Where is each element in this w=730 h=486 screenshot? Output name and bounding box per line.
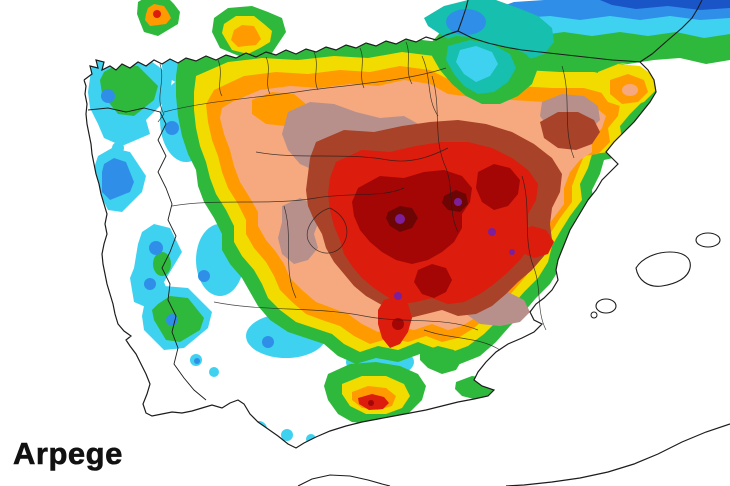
contour-darkred-b (476, 164, 520, 210)
contour-cyan-algarve-2 (209, 367, 219, 377)
province-line (521, 175, 547, 331)
contour-darkred-tongue-dot (392, 318, 404, 330)
contour-blue-teal-core (446, 9, 486, 35)
province-line (213, 301, 479, 331)
contour-darkred-malaga (368, 400, 374, 406)
pyrenees-border (457, 30, 641, 63)
province-line (163, 67, 447, 113)
province-borders (157, 41, 575, 351)
contour-blue-algarve (194, 358, 200, 364)
france-mediterranean-coast (639, 0, 703, 63)
sea-precip-blobs (137, 0, 286, 60)
province-line (431, 75, 459, 233)
province-line (283, 205, 297, 299)
contour-purple-dot-2 (454, 198, 462, 206)
contour-green-galicia (100, 64, 158, 116)
ibiza-island (595, 298, 617, 314)
contour-darkblue-france-band (600, 0, 730, 10)
france-atlantic-coast (457, 0, 469, 32)
contour-orange-biscay-cell-2 (231, 25, 261, 47)
contour-blue-alentejo (166, 314, 178, 326)
contour-purple-dot-4 (394, 292, 402, 300)
contour-blue-porto (102, 158, 134, 200)
contour-blue-galicia (101, 89, 115, 103)
contour-blue-central-portugal-1 (149, 241, 163, 255)
iberia-precip-layer (88, 36, 656, 444)
contour-green-alentejo (152, 296, 204, 342)
contour-cyan-gibraltar-2 (281, 429, 293, 441)
province-line (561, 65, 575, 159)
contour-cyan-almeria (498, 385, 508, 395)
contour-brownred-ne-lobe (540, 112, 600, 150)
contour-darkred-c (414, 264, 452, 298)
province-line (423, 329, 501, 351)
formentera-island (590, 311, 598, 319)
province-line (421, 55, 439, 117)
contour-cyan-navarre-core (456, 46, 498, 82)
province-line (255, 147, 449, 162)
contour-blue-gibraltar (255, 425, 263, 433)
iberia-coastline (83, 30, 657, 449)
contour-blue-fringe-dot-2 (198, 270, 210, 282)
province-line (171, 187, 405, 207)
province-line (265, 56, 271, 95)
portugal-spain-border (87, 107, 207, 401)
contour-salmon-catalonia (622, 84, 638, 96)
balearic-islands (590, 232, 721, 319)
mallorca-island (635, 251, 691, 287)
contour-purple-dot-3 (488, 228, 496, 236)
province-line (217, 59, 223, 97)
province-line (157, 63, 165, 123)
contour-blue-fringe-dot-1 (165, 121, 179, 135)
model-label: Arpege (13, 436, 123, 472)
province-line (359, 47, 365, 89)
contour-red-biscay-cell-1 (153, 10, 161, 18)
province-line (306, 207, 348, 254)
contour-purple-dot-1 (395, 214, 405, 224)
morocco-coastline (297, 474, 391, 486)
contour-blue-central-portugal-2 (144, 278, 156, 290)
menorca-island (695, 232, 721, 248)
province-line (313, 51, 319, 91)
map-borders (83, 0, 730, 486)
contour-blue-fringe-dot-3 (262, 336, 274, 348)
province-line (405, 41, 413, 85)
africa-coastline (505, 423, 730, 486)
contour-green-southeast-cell (420, 346, 462, 374)
contour-purple-dot-5 (509, 249, 515, 255)
contour-red-east-pocket (514, 226, 554, 258)
